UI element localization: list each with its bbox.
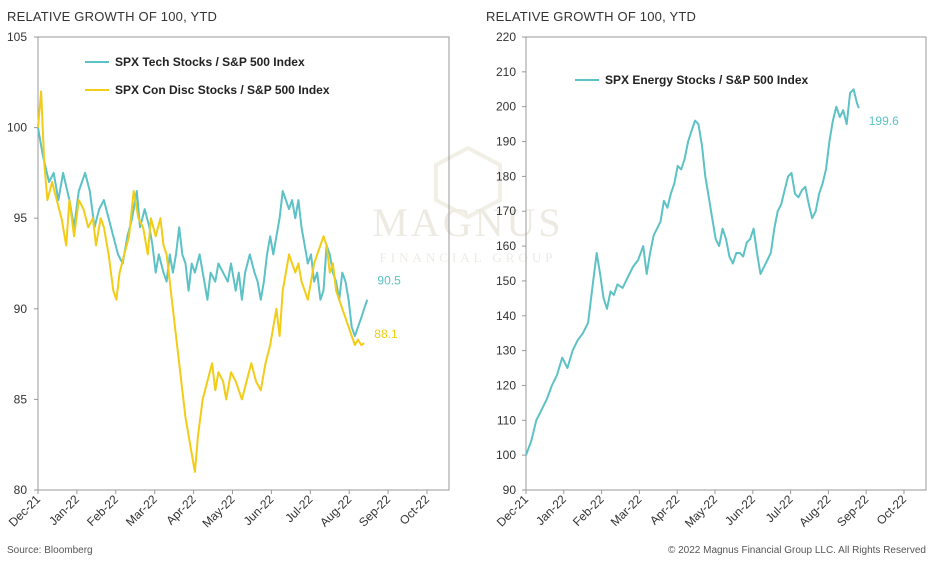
- y-tick-label: 180: [496, 169, 516, 183]
- x-tick-label: Dec-21: [6, 492, 43, 529]
- plot-frame: [525, 36, 927, 491]
- x-tick-label: Apr-22: [647, 492, 683, 528]
- y-tick-label: 220: [496, 30, 516, 44]
- y-tick-label: 160: [496, 239, 516, 253]
- x-tick-label: May-22: [199, 492, 237, 530]
- x-tick-label: Dec-21: [494, 492, 531, 529]
- y-tick-label: 130: [496, 344, 516, 358]
- x-tick-label: Jan-22: [46, 492, 82, 528]
- x-tick-label: Aug-22: [796, 492, 833, 529]
- right-chart: 90 100 110 120 130 140 150 160 170 180 190 200 210 22…: [494, 30, 927, 530]
- x-tick-label: Feb-22: [84, 492, 121, 529]
- x-tick-label: May-22: [682, 492, 720, 530]
- end-value-label: 88.1: [374, 327, 398, 341]
- y-tick-label: 190: [496, 135, 516, 149]
- y-tick-label: 100: [496, 448, 516, 462]
- plot-frame: [37, 36, 450, 491]
- legend-label: SPX Con Disc Stocks / S&P 500 Index: [115, 83, 330, 97]
- series-line: [525, 88, 860, 456]
- series-line: [37, 127, 369, 337]
- y-tick-label: 170: [496, 204, 516, 218]
- x-tick-label: Jun-22: [241, 492, 277, 528]
- y-tick-label: 85: [14, 392, 28, 406]
- right-chart-title: RELATIVE GROWTH OF 100, YTD: [486, 9, 697, 24]
- watermark-text: MAGNUS: [372, 200, 563, 245]
- y-tick-label: 210: [496, 65, 516, 79]
- x-tick-label: Jul-22: [763, 492, 796, 525]
- x-tick-label: Jan-22: [533, 492, 569, 528]
- y-tick-label: 90: [503, 483, 517, 497]
- x-tick-label: Aug-22: [317, 492, 354, 529]
- x-tick-label: Jul-22: [282, 492, 315, 525]
- y-tick-label: 150: [496, 274, 516, 288]
- y-tick-label: 200: [496, 100, 516, 114]
- x-tick-label: Apr-22: [163, 492, 199, 528]
- end-value-label: 199.6: [869, 114, 899, 128]
- x-tick-label: Feb-22: [570, 492, 607, 529]
- copyright-note: © 2022 Magnus Financial Group LLC. All R…: [667, 545, 926, 556]
- y-tick-label: 100: [7, 121, 27, 135]
- x-tick-label: Oct-22: [874, 492, 910, 528]
- y-tick-label: 110: [497, 413, 516, 427]
- x-tick-label: Sep-22: [834, 492, 871, 529]
- watermark-subtext: FINANCIAL GROUP: [380, 250, 557, 265]
- legend-label: SPX Tech Stocks / S&P 500 Index: [115, 55, 305, 69]
- left-chart-title: RELATIVE GROWTH OF 100, YTD: [7, 9, 218, 24]
- x-tick-label: Jun-22: [722, 492, 758, 528]
- end-value-label: 90.5: [377, 274, 401, 288]
- left-chart: 80 85 90 95 100 105 Dec-21 Jan-22 Feb-22 Mar-22 Ap…: [6, 30, 450, 530]
- x-tick-label: Mar-22: [608, 492, 645, 529]
- y-tick-label: 120: [496, 378, 516, 392]
- y-tick-label: 140: [496, 309, 516, 323]
- x-tick-label: Mar-22: [123, 492, 160, 529]
- y-tick-label: 90: [14, 302, 28, 316]
- y-tick-label: 105: [7, 30, 27, 44]
- y-tick-label: 80: [14, 483, 28, 497]
- series-line: [37, 90, 365, 473]
- x-tick-label: Oct-22: [397, 492, 433, 528]
- legend-label: SPX Energy Stocks / S&P 500 Index: [605, 73, 809, 87]
- magnus-watermark: MAGNUS FINANCIAL GROUP: [372, 145, 563, 265]
- x-tick-label: Sep-22: [356, 492, 393, 529]
- y-tick-label: 95: [14, 211, 28, 225]
- source-note: Source: Bloomberg: [7, 545, 93, 556]
